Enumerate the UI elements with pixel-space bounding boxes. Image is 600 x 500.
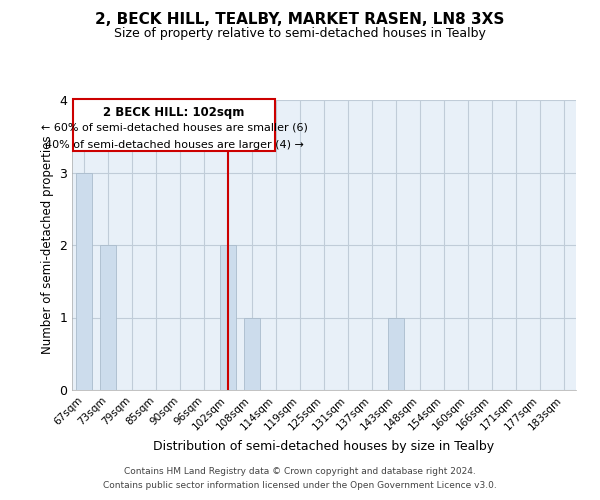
Bar bbox=[76, 172, 92, 390]
FancyBboxPatch shape bbox=[73, 98, 275, 151]
Bar bbox=[220, 245, 236, 390]
Bar bbox=[244, 318, 260, 390]
Y-axis label: Number of semi-detached properties: Number of semi-detached properties bbox=[41, 136, 53, 354]
Text: 40% of semi-detached houses are larger (4) →: 40% of semi-detached houses are larger (… bbox=[44, 140, 304, 150]
Text: ← 60% of semi-detached houses are smaller (6): ← 60% of semi-detached houses are smalle… bbox=[41, 122, 307, 132]
Bar bbox=[100, 245, 116, 390]
Text: Size of property relative to semi-detached houses in Tealby: Size of property relative to semi-detach… bbox=[114, 28, 486, 40]
Text: 2 BECK HILL: 102sqm: 2 BECK HILL: 102sqm bbox=[103, 106, 245, 119]
X-axis label: Distribution of semi-detached houses by size in Tealby: Distribution of semi-detached houses by … bbox=[154, 440, 494, 453]
Text: Contains HM Land Registry data © Crown copyright and database right 2024.: Contains HM Land Registry data © Crown c… bbox=[124, 467, 476, 476]
Text: Contains public sector information licensed under the Open Government Licence v3: Contains public sector information licen… bbox=[103, 481, 497, 490]
Text: 2, BECK HILL, TEALBY, MARKET RASEN, LN8 3XS: 2, BECK HILL, TEALBY, MARKET RASEN, LN8 … bbox=[95, 12, 505, 28]
Bar bbox=[388, 318, 404, 390]
